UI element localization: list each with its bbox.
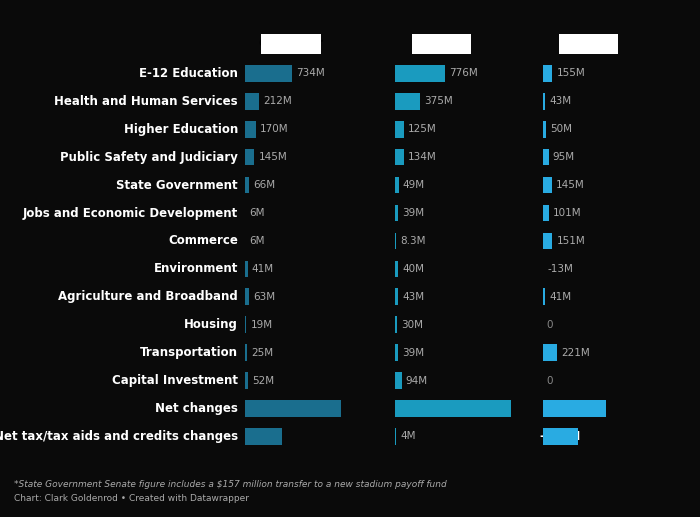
Text: 145M: 145M (258, 152, 287, 162)
Text: Senate: Senate (564, 37, 613, 51)
Text: Governor: Governor (259, 37, 323, 51)
Text: 94M: 94M (406, 375, 428, 386)
Text: Transportation: Transportation (140, 346, 238, 359)
Text: 66M: 66M (253, 180, 276, 190)
Text: 155M: 155M (556, 68, 585, 79)
Text: Chart: Clark Goldenrod • Created with Datawrapper: Chart: Clark Goldenrod • Created with Da… (14, 494, 249, 504)
Text: 375M: 375M (424, 96, 452, 107)
Text: -548M: -548M (540, 430, 581, 443)
Text: 52M: 52M (253, 375, 274, 386)
Text: House: House (420, 37, 463, 51)
Text: 49M: 49M (402, 180, 425, 190)
Text: 151M: 151M (556, 236, 585, 246)
Text: 50M: 50M (550, 124, 572, 134)
Text: Net changes: Net changes (155, 402, 238, 415)
Text: Environment: Environment (153, 262, 238, 276)
Text: 170M: 170M (260, 124, 288, 134)
Text: Housing: Housing (184, 318, 238, 331)
Text: -13M: -13M (547, 264, 573, 274)
Text: State Government: State Government (116, 178, 238, 192)
Text: 4M: 4M (400, 431, 416, 442)
Text: Higher Education: Higher Education (124, 123, 238, 136)
Text: 134M: 134M (408, 152, 437, 162)
Text: 41M: 41M (550, 292, 571, 302)
Text: 101M: 101M (553, 208, 582, 218)
Text: 145M: 145M (556, 180, 584, 190)
Text: E-12 Education: E-12 Education (139, 67, 238, 80)
Text: 95M: 95M (553, 152, 575, 162)
Text: 734M: 734M (296, 68, 325, 79)
Text: *State Government Senate figure includes a $157 million transfer to a new stadiu: *State Government Senate figure includes… (14, 480, 447, 490)
Text: 776M: 776M (449, 68, 478, 79)
Text: 39M: 39M (402, 347, 424, 358)
Text: 990M: 990M (556, 402, 592, 415)
Text: 8.3M: 8.3M (400, 236, 426, 246)
Text: 43M: 43M (550, 96, 572, 107)
Text: Net tax/tax aids and credits changes: Net tax/tax aids and credits changes (0, 430, 238, 443)
Text: 30M: 30M (402, 320, 424, 330)
Text: Public Safety and Judiciary: Public Safety and Judiciary (60, 150, 238, 164)
Text: 125M: 125M (407, 124, 437, 134)
Text: 40M: 40M (402, 264, 424, 274)
Text: Health and Human Services: Health and Human Services (55, 95, 238, 108)
Text: 19M: 19M (251, 320, 272, 330)
Text: Agriculture and Broadband: Agriculture and Broadband (58, 290, 238, 303)
Text: Jobs and Economic Development: Jobs and Economic Development (22, 206, 238, 220)
Text: 574M: 574M (245, 430, 281, 443)
Text: 221M: 221M (561, 347, 589, 358)
Text: 6M: 6M (250, 208, 265, 218)
Text: 43M: 43M (402, 292, 425, 302)
Text: 41M: 41M (252, 264, 274, 274)
Text: 1.5B: 1.5B (278, 402, 308, 415)
Text: 212M: 212M (262, 96, 292, 107)
Text: 6M: 6M (250, 236, 265, 246)
Text: 25M: 25M (251, 347, 273, 358)
Text: 0: 0 (546, 320, 552, 330)
Text: 0: 0 (546, 375, 552, 386)
Text: Commerce: Commerce (168, 234, 238, 248)
Text: 63M: 63M (253, 292, 275, 302)
Text: 1.8B: 1.8B (438, 402, 468, 415)
Text: 39M: 39M (402, 208, 424, 218)
Text: Capital Investment: Capital Investment (112, 374, 238, 387)
